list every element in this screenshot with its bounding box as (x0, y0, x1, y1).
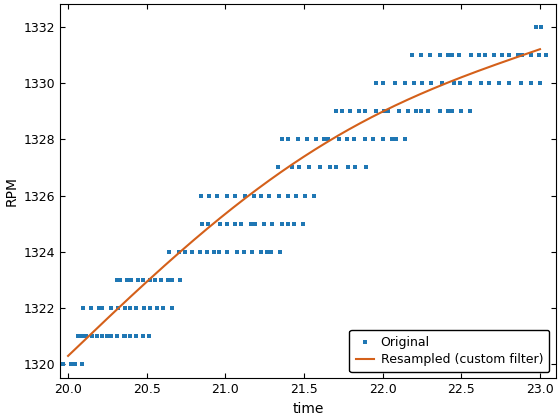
Original (379, 137, 386, 142)
Resampled (custom filter) (289, 162, 296, 167)
Original (413, 109, 420, 114)
Original (83, 333, 90, 339)
X-axis label: time: time (292, 402, 324, 416)
Y-axis label: RPM: RPM (4, 176, 18, 206)
Resampled (custom filter) (292, 160, 298, 165)
Line: Resampled (custom filter): Resampled (custom filter) (68, 49, 540, 356)
Resampled (custom filter) (346, 127, 352, 132)
Resampled (custom filter) (65, 353, 72, 358)
Original (133, 333, 139, 339)
Original (288, 165, 295, 170)
Resampled (custom filter) (451, 77, 458, 82)
Original (533, 24, 539, 29)
Legend: Original, Resampled (custom filter): Original, Resampled (custom filter) (349, 330, 549, 372)
Resampled (custom filter) (320, 142, 327, 147)
Resampled (custom filter) (536, 47, 543, 52)
Original (538, 24, 544, 29)
Original (72, 362, 78, 367)
Original (59, 362, 66, 367)
Line: Original: Original (61, 25, 548, 366)
Resampled (custom filter) (525, 50, 532, 55)
